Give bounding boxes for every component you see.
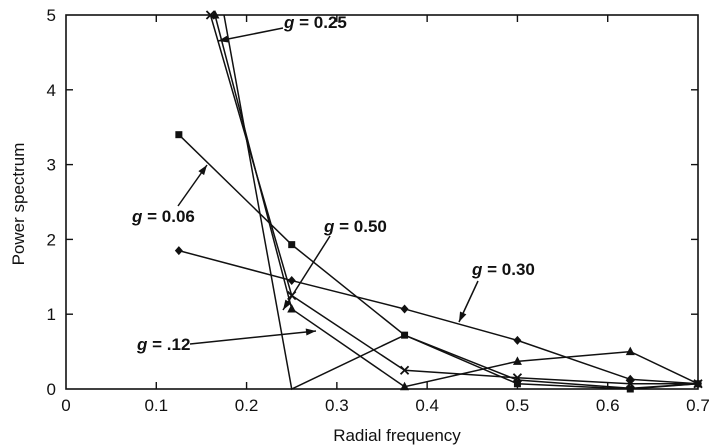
plot-frame [65,14,699,390]
annotation-arrow-head [283,299,292,310]
x-tick-label: 0.1 [144,396,168,415]
series-line [223,14,699,391]
annotation-arrow-line [189,330,317,345]
data-point-triangle [625,346,635,356]
annotation-g: g [283,13,295,32]
series-annotation: g = .12 [136,335,190,354]
data-point-x [512,373,523,383]
annotation-value: = 0.06 [142,207,194,226]
annotation-arrow-head [305,328,316,336]
annotation-value: = 0.25 [294,13,346,32]
series-line [214,14,699,388]
data-point-x [205,10,216,20]
data-point-triangle [512,356,522,365]
annotation-g: g [471,260,483,279]
annotation-arrow-head [459,311,467,322]
series-line [178,249,699,385]
data-point-x [693,379,703,389]
y-tick-label: 5 [47,6,56,25]
x-axis-title: Radial frequency [333,426,461,445]
y-tick-label: 1 [47,305,56,324]
annotation-g: g [323,217,335,236]
data-point-diamond [174,246,183,256]
data-point-square [288,241,296,249]
x-tick-label: 0.2 [235,396,259,415]
data-point-square [626,385,634,393]
data-point-diamond [400,304,409,314]
annotation-value: = 0.30 [482,260,534,279]
annotation-arrow-line [217,27,284,42]
series-line [209,14,698,385]
x-tick-label: 0.4 [415,396,439,415]
series-annotation: g = 0.30 [471,260,535,279]
y-tick-label: 0 [47,380,56,399]
x-tick-label: 0 [61,396,70,415]
series-annotation: g = 0.25 [283,13,347,32]
annotation-g: g [136,335,148,354]
annotation-arrow-head [198,165,207,176]
annotation-value: = 0.50 [334,217,386,236]
y-tick-label: 2 [47,230,56,249]
data-point-square [401,331,409,339]
x-tick-label: 0.6 [596,396,620,415]
y-axis-title: Power spectrum [9,143,28,266]
data-point-diamond [513,335,522,345]
x-tick-label: 0.3 [325,396,349,415]
y-tick-label: 3 [47,156,56,175]
data-point-x [399,365,410,375]
series-annotation: g = 0.06 [131,207,195,226]
data-point-x [625,379,635,389]
data-point-square [175,131,183,139]
annotation-value: = .12 [147,335,190,354]
annotation-arrow-head [218,35,229,43]
annotation-g: g [131,207,143,226]
data-point-diamond [287,276,296,286]
annotation-arrow-line [282,235,331,311]
data-point-square [513,380,521,388]
data-point-triangle [287,303,297,313]
x-tick-label: 0.7 [686,396,710,415]
x-tick-label: 0.5 [506,396,530,415]
y-tick-label: 4 [47,81,56,100]
series-annotation: g = 0.50 [323,217,387,236]
data-point-diamond [626,374,635,384]
data-point-triangle [400,381,410,391]
